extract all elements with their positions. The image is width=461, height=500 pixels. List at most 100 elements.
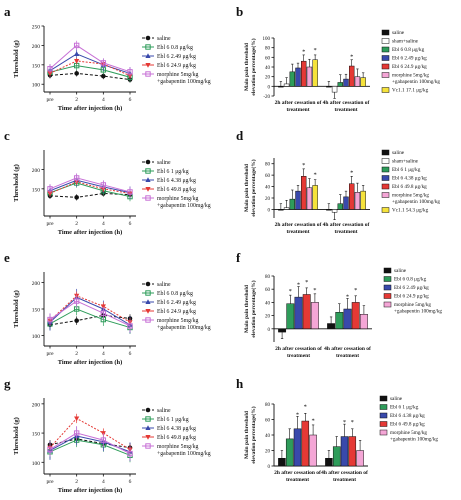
bar-d-bar bbox=[301, 176, 307, 210]
bar-h-legend-swatch bbox=[379, 429, 388, 436]
bar-f-ytick-label: 40 bbox=[265, 301, 271, 306]
line-a-xtick-label: 4 bbox=[102, 97, 105, 103]
line-c-legend-marker bbox=[145, 195, 151, 201]
line-c-legend-label: morphine 5mg/kg bbox=[157, 196, 198, 202]
line-c-xtick-label: 6 bbox=[129, 221, 132, 227]
bar-d-bar bbox=[312, 185, 318, 210]
bar-d-legend-swatch bbox=[381, 149, 390, 156]
bar-d-group-label-cont: treatment bbox=[334, 229, 357, 235]
line-g-ytick-label: 200 bbox=[32, 402, 41, 408]
bar-b-legend-label: saline bbox=[392, 30, 405, 36]
line-a-legend-marker bbox=[145, 44, 151, 50]
bar-b-legend-swatch bbox=[381, 38, 390, 44]
line-g-data-point bbox=[47, 446, 53, 453]
bar-b-legend-label: Ebl 6 0.8 μg/kg bbox=[392, 47, 425, 53]
bar-b-bar bbox=[295, 67, 301, 87]
bar-b-legend-label: Ebl 6 2.49 μg/kg bbox=[392, 56, 427, 62]
bar-d-legend-swatch bbox=[381, 192, 390, 198]
line-e-legend-label: saline bbox=[157, 282, 171, 288]
line-a-xtick-label: 6 bbox=[129, 97, 132, 103]
line-c-ylabel: Threshold (g) bbox=[13, 164, 20, 202]
bar-d-ytick-label: 20 bbox=[265, 197, 271, 202]
bar-b-significance-star: * bbox=[350, 53, 353, 60]
line-g-series-line bbox=[49, 417, 131, 450]
bar-b-bar bbox=[331, 86, 338, 93]
line-a-legend-marker bbox=[145, 53, 151, 58]
bar-b-legend-label: sham+saline bbox=[392, 39, 419, 45]
line-e-legend-marker bbox=[145, 290, 151, 296]
bar-h-ylabel-line2: elevation percentage(%) bbox=[250, 406, 257, 463]
bar-h-bar bbox=[278, 458, 286, 467]
line-g-legend-label: Ebl 6 49.8 μg/kg bbox=[157, 435, 196, 441]
line-a-panel-letter: a bbox=[4, 4, 11, 19]
bar-h-significance-star: * bbox=[296, 411, 299, 418]
bar-h-panel-letter: h bbox=[236, 376, 244, 391]
bar-h-bar bbox=[340, 436, 349, 467]
line-g-data-point bbox=[73, 430, 80, 436]
bar-d-significance-star: * bbox=[314, 171, 317, 178]
bar-f-legend-label: Ebl 6 0.8 μg/kg bbox=[394, 277, 427, 283]
bar-b-ytick-label: 60 bbox=[265, 56, 271, 61]
line-c-series-line bbox=[49, 181, 131, 194]
line-a-legend-label-cont: +gabapentin 100mg/kg bbox=[157, 79, 211, 85]
bar-h-legend-swatch bbox=[379, 421, 388, 427]
line-g-series-line bbox=[49, 439, 131, 456]
line-a-legend-label: saline bbox=[157, 36, 171, 42]
bar-h-ytick-label: 0 bbox=[268, 465, 271, 470]
bar-b-ytick-label: -20 bbox=[263, 95, 270, 100]
bar-f-group-label-cont: treatment bbox=[287, 353, 310, 359]
bar-b-ylabel-line2: elevation percentage(%) bbox=[250, 38, 257, 95]
bar-f-bar bbox=[351, 302, 360, 330]
bar-f-bar bbox=[343, 308, 352, 330]
bar-h-legend-label: morphine 5mg/kg bbox=[390, 430, 427, 436]
line-a-series-line bbox=[49, 44, 131, 73]
line-g-ylabel: Threshold (g) bbox=[13, 417, 20, 455]
bar-h-bar bbox=[356, 450, 364, 467]
line-e-data-point bbox=[73, 298, 80, 304]
bar-h-bar bbox=[301, 420, 310, 467]
bar-h-bar bbox=[285, 438, 294, 467]
line-c-ytick-label: 150 bbox=[32, 187, 41, 193]
bar-h-legend-label-cont: +gabapentin 100mg/kg bbox=[390, 437, 438, 443]
bar-h-group-label: 4h after cessation of bbox=[321, 470, 368, 476]
bar-h-ytick-label: 20 bbox=[265, 450, 271, 455]
bar-b-significance-star: * bbox=[314, 47, 317, 54]
bar-b-legend-swatch bbox=[381, 87, 390, 93]
line-c-data-point bbox=[47, 186, 53, 192]
bar-h-legend-label: saline bbox=[390, 396, 403, 402]
line-c-legend-label: saline bbox=[157, 160, 171, 166]
line-e-data-point bbox=[74, 318, 79, 323]
line-g-xtick-label: pre bbox=[46, 479, 54, 485]
bar-h-bar bbox=[325, 458, 333, 467]
bar-d-significance-star: * bbox=[302, 162, 305, 169]
line-c-data-point bbox=[127, 189, 133, 195]
line-a-series-line bbox=[49, 65, 131, 78]
line-c-legend-marker bbox=[145, 177, 151, 182]
bar-b-bar bbox=[354, 76, 361, 87]
bar-f-legend-label-cont: +gabapentin 100mg/kg bbox=[394, 309, 442, 315]
bar-h-bar bbox=[309, 434, 317, 467]
bar-h-significance-star: * bbox=[351, 419, 354, 426]
line-e-ylabel: Threshold (g) bbox=[13, 290, 20, 328]
line-g-legend-marker bbox=[145, 443, 151, 449]
line-c-legend-marker bbox=[145, 187, 151, 192]
bar-d-ylabel-line1: Main pain threshold bbox=[244, 164, 250, 212]
bar-h-bar bbox=[332, 446, 341, 467]
bar-f-legend-swatch bbox=[383, 293, 392, 299]
line-c-legend-marker bbox=[145, 159, 151, 165]
line-c-panel-letter: c bbox=[4, 128, 10, 143]
bar-f-legend-label: saline bbox=[394, 268, 407, 274]
bar-f-legend-swatch bbox=[383, 276, 392, 282]
line-e-series-line bbox=[49, 300, 131, 327]
bar-b-ytick-label: 40 bbox=[265, 66, 271, 71]
bar-d-legend-label-cont: +gabapentin 100mg/kg bbox=[392, 199, 440, 205]
line-g-legend-label: Ebl 6 4.38 μg/kg bbox=[157, 426, 196, 432]
bar-h-ytick-label: 60 bbox=[265, 419, 271, 424]
bar-b-legend-label: morphine 5mg/kg bbox=[392, 73, 429, 79]
line-c-legend-label: Ebl 6 1 μg/kg bbox=[157, 169, 189, 175]
bar-d-bar bbox=[354, 192, 361, 210]
bar-f-ytick-label: 60 bbox=[265, 288, 271, 293]
line-c-xtick-label: 2 bbox=[75, 221, 78, 227]
line-c-series-line bbox=[49, 179, 131, 194]
line-e-data-point bbox=[47, 316, 53, 323]
